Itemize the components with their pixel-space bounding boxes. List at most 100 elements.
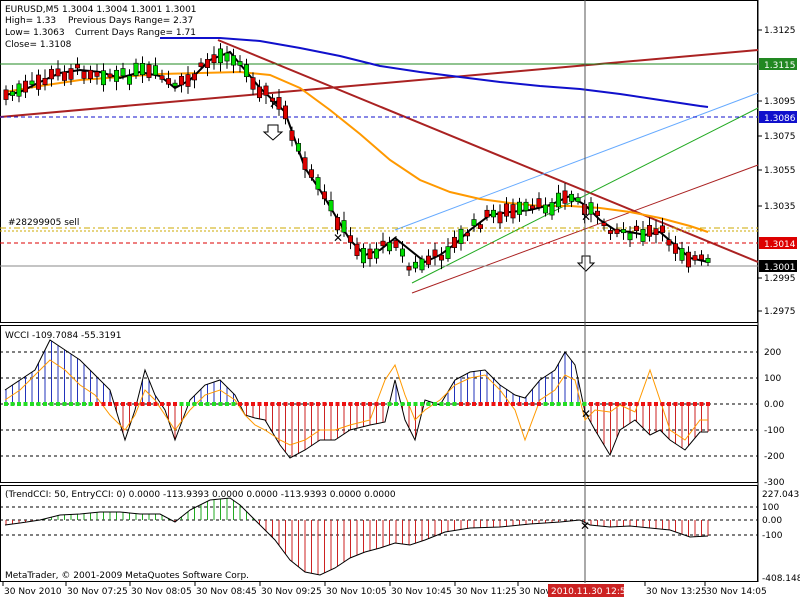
ma-blue-line[interactable]	[160, 37, 709, 108]
candle[interactable]	[29, 72, 35, 89]
wcci-line[interactable]	[4, 339, 708, 459]
candle[interactable]	[367, 243, 373, 267]
candle[interactable]	[471, 213, 477, 232]
candle[interactable]	[341, 211, 347, 237]
candle[interactable]	[107, 68, 113, 82]
candle[interactable]	[419, 255, 425, 273]
candle[interactable]	[386, 236, 392, 255]
candle[interactable]	[601, 218, 607, 231]
candle[interactable]	[302, 151, 308, 178]
candle[interactable]	[373, 242, 379, 264]
candle[interactable]	[205, 53, 211, 77]
candle[interactable]	[503, 197, 509, 222]
candle[interactable]	[315, 174, 321, 196]
candle[interactable]	[218, 43, 224, 72]
candle[interactable]	[61, 65, 67, 86]
candle[interactable]	[308, 164, 314, 181]
candle[interactable]	[360, 243, 366, 268]
candle[interactable]	[523, 198, 529, 217]
candle[interactable]	[328, 191, 334, 217]
candle[interactable]	[146, 61, 152, 82]
candle[interactable]	[393, 235, 399, 251]
candle[interactable]	[10, 85, 16, 102]
candle[interactable]	[497, 204, 503, 229]
price-candles[interactable]	[3, 43, 711, 276]
candle[interactable]	[334, 213, 340, 235]
candle[interactable]	[549, 198, 555, 220]
candle[interactable]	[425, 249, 431, 269]
candle[interactable]	[614, 223, 620, 238]
candle[interactable]	[445, 238, 451, 262]
wcci-histogram[interactable]	[5, 341, 709, 457]
candle[interactable]	[477, 221, 483, 233]
candle[interactable]	[568, 190, 574, 208]
candle[interactable]	[510, 198, 516, 224]
candle[interactable]	[380, 232, 386, 254]
candle[interactable]	[594, 203, 600, 224]
candle[interactable]	[646, 217, 652, 242]
candle[interactable]	[620, 222, 626, 240]
candle[interactable]	[607, 226, 613, 240]
candle[interactable]	[490, 204, 496, 224]
candle[interactable]	[101, 63, 107, 92]
candle[interactable]	[640, 220, 646, 246]
candle[interactable]	[666, 232, 672, 252]
candle[interactable]	[412, 255, 418, 273]
candle[interactable]	[484, 205, 490, 221]
candle[interactable]	[88, 65, 94, 84]
candle[interactable]	[140, 56, 146, 84]
candle[interactable]	[55, 60, 61, 81]
candle[interactable]	[542, 197, 548, 217]
candle[interactable]	[562, 183, 568, 210]
candle[interactable]	[159, 69, 165, 83]
candle[interactable]	[42, 69, 48, 91]
candle[interactable]	[282, 100, 288, 125]
candle[interactable]	[432, 242, 438, 266]
candle[interactable]	[81, 65, 87, 85]
candle[interactable]	[685, 246, 691, 273]
candle[interactable]	[406, 262, 412, 276]
candle[interactable]	[321, 184, 327, 205]
candle[interactable]	[179, 73, 185, 93]
candle[interactable]	[244, 58, 250, 83]
trendcci-line[interactable]	[4, 497, 709, 576]
candle[interactable]	[516, 197, 522, 222]
candle[interactable]	[22, 74, 28, 99]
candle[interactable]	[114, 65, 120, 91]
candle[interactable]	[263, 82, 269, 105]
candle[interactable]	[16, 80, 22, 103]
candle[interactable]	[94, 64, 100, 85]
candle[interactable]	[295, 138, 301, 155]
candle[interactable]	[276, 88, 282, 116]
candle[interactable]	[692, 250, 698, 265]
trendcci-panel[interactable]	[0, 485, 758, 582]
candle[interactable]	[458, 225, 464, 251]
candle[interactable]	[211, 46, 217, 70]
candle[interactable]	[679, 241, 685, 264]
main-price-panel[interactable]	[0, 0, 758, 323]
candle[interactable]	[633, 220, 639, 239]
candle[interactable]	[464, 229, 470, 241]
ascending-trend-line[interactable]	[0, 49, 759, 118]
candle[interactable]	[451, 230, 457, 253]
candle[interactable]	[192, 70, 198, 89]
candle[interactable]	[536, 192, 542, 211]
channel-line-blue[interactable]	[394, 92, 759, 231]
candle[interactable]	[659, 217, 665, 242]
candle[interactable]	[224, 45, 230, 69]
descending-trend-line[interactable]	[217, 39, 759, 263]
candle[interactable]	[198, 58, 204, 70]
trendcci-histogram[interactable]	[5, 498, 709, 575]
candle[interactable]	[185, 66, 191, 94]
candle[interactable]	[354, 237, 360, 260]
candle[interactable]	[627, 226, 633, 248]
candle[interactable]	[347, 227, 353, 250]
candle[interactable]	[672, 235, 678, 261]
candle[interactable]	[68, 64, 74, 86]
candle[interactable]	[575, 193, 581, 205]
candle[interactable]	[166, 70, 172, 89]
candle[interactable]	[705, 254, 711, 266]
candle[interactable]	[120, 62, 126, 80]
candle[interactable]	[3, 85, 9, 106]
